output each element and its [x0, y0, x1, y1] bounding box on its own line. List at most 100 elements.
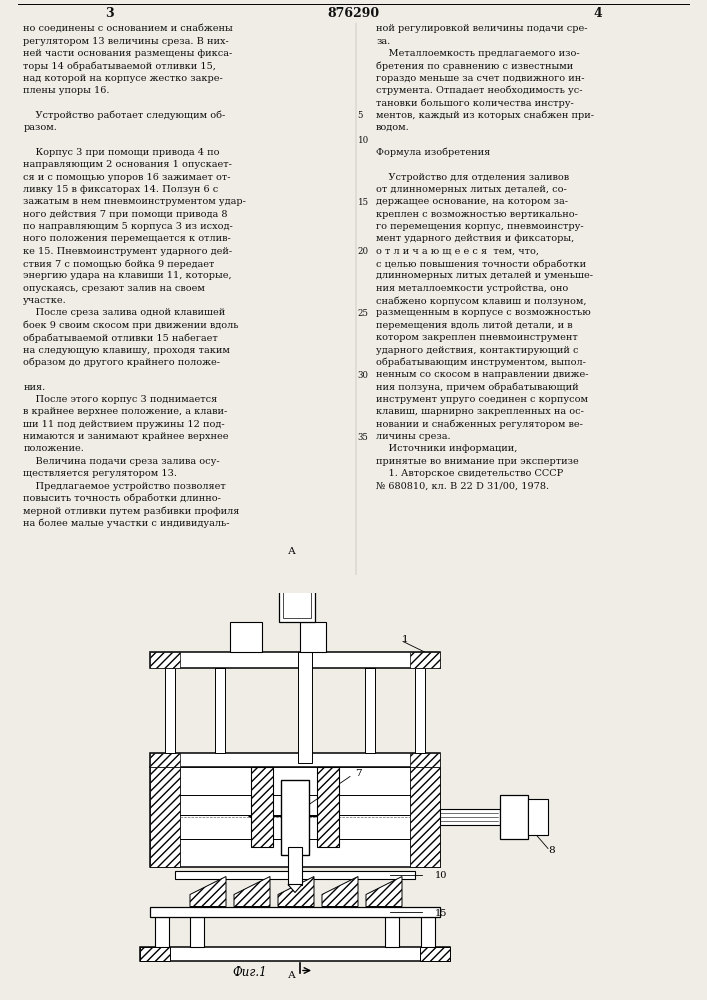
- Text: ши 11 под действием пружины 12 под-: ши 11 под действием пружины 12 под-: [23, 420, 225, 429]
- Text: Корпус 3 при помощи привода 4 по: Корпус 3 при помощи привода 4 по: [23, 148, 220, 157]
- Text: водом.: водом.: [376, 123, 410, 132]
- Text: за.: за.: [376, 37, 390, 46]
- Polygon shape: [278, 876, 314, 906]
- Text: принятые во внимание при экспертизе: принятые во внимание при экспертизе: [376, 457, 579, 466]
- Bar: [230, 621, 262, 652]
- Text: струмента. Отпадает необходимость ус-: струмента. Отпадает необходимость ус-: [376, 86, 583, 95]
- Bar: [175, 870, 415, 878]
- Polygon shape: [234, 876, 270, 906]
- Text: 15: 15: [358, 198, 369, 207]
- Text: Устройство для отделения заливов: Устройство для отделения заливов: [376, 172, 569, 182]
- Text: Металлоемкость предлагаемого изо-: Металлоемкость предлагаемого изо-: [376, 49, 580, 58]
- Text: 25: 25: [358, 309, 369, 318]
- Bar: [251, 766, 273, 846]
- Text: тановки большого количества инстру-: тановки большого количества инстру-: [376, 98, 574, 108]
- Polygon shape: [190, 876, 226, 906]
- Text: ся и с помощью упоров 16 зажимает от-: ся и с помощью упоров 16 зажимает от-: [23, 172, 230, 182]
- Bar: [420, 946, 450, 960]
- Polygon shape: [322, 876, 358, 906]
- Bar: [410, 766, 440, 866]
- Text: ней части основания размещены фикса-: ней части основания размещены фикса-: [23, 49, 233, 58]
- Bar: [528, 798, 548, 834]
- Bar: [150, 906, 440, 916]
- Text: направляющим 2 основания 1 опускает-: направляющим 2 основания 1 опускает-: [23, 160, 232, 169]
- Text: 4: 4: [593, 7, 602, 20]
- Text: над которой на корпусе жестко закре-: над которой на корпусе жестко закре-: [23, 74, 223, 83]
- Text: держащее основание, на котором за-: держащее основание, на котором за-: [376, 197, 568, 206]
- Text: 5: 5: [358, 111, 363, 120]
- Text: 10: 10: [358, 136, 369, 145]
- Text: снабжено корпусом клавиш и ползуном,: снабжено корпусом клавиш и ползуном,: [376, 296, 587, 306]
- Text: ния.: ния.: [23, 383, 45, 392]
- Text: по направляющим 5 корпуса 3 из исход-: по направляющим 5 корпуса 3 из исход-: [23, 222, 233, 231]
- Text: клавиш, шарнирно закрепленных на ос-: клавиш, шарнирно закрепленных на ос-: [376, 407, 584, 416]
- Text: опускаясь, срезают залив на своем: опускаясь, срезают залив на своем: [23, 284, 205, 293]
- Bar: [150, 652, 180, 668]
- Bar: [421, 916, 435, 946]
- Text: торы 14 обрабатываемой отливки 15,: торы 14 обрабатываемой отливки 15,: [23, 61, 216, 71]
- Text: После среза залива одной клавишей: После среза залива одной клавишей: [23, 308, 226, 317]
- Text: образом до другого крайнего положе-: образом до другого крайнего положе-: [23, 358, 221, 367]
- Text: на следующую клавишу, проходя таким: на следующую клавишу, проходя таким: [23, 346, 230, 355]
- Text: гораздо меньше за счет подвижного ин-: гораздо меньше за счет подвижного ин-: [376, 74, 585, 83]
- Text: в крайнее верхнее положение, а клави-: в крайнее верхнее положение, а клави-: [23, 407, 228, 416]
- Bar: [317, 766, 339, 846]
- Bar: [298, 652, 312, 762]
- Text: личины среза.: личины среза.: [376, 432, 451, 441]
- Text: мерной отливки путем разбивки профиля: мерной отливки путем разбивки профиля: [23, 506, 240, 516]
- Bar: [150, 752, 440, 766]
- Bar: [140, 946, 170, 960]
- Text: ной регулировкой величины подачи сре-: ной регулировкой величины подачи сре-: [376, 24, 588, 33]
- Text: на более малые участки с индивидуаль-: на более малые участки с индивидуаль-: [23, 519, 230, 528]
- Bar: [150, 766, 440, 866]
- Text: ствия 7 с помощью бойка 9 передает: ствия 7 с помощью бойка 9 передает: [23, 259, 215, 269]
- Text: положение.: положение.: [23, 444, 84, 453]
- Polygon shape: [366, 876, 402, 906]
- Bar: [300, 621, 326, 652]
- Text: Источники информации,: Источники информации,: [376, 444, 518, 453]
- Text: А: А: [288, 547, 296, 556]
- Polygon shape: [288, 884, 302, 892]
- Bar: [150, 766, 180, 866]
- Text: боек 9 своим скосом при движении вдоль: боек 9 своим скосом при движении вдоль: [23, 321, 239, 330]
- Text: размещенным в корпусе с возможностью: размещенным в корпусе с возможностью: [376, 308, 591, 317]
- Bar: [279, 572, 315, 621]
- Text: го перемещения корпус, пневмоинстру-: го перемещения корпус, пневмоинстру-: [376, 222, 584, 231]
- Text: 1: 1: [402, 635, 409, 644]
- Text: ненным со скосом в направлении движе-: ненным со скосом в направлении движе-: [376, 370, 589, 379]
- Text: котором закреплен пневмоинструмент: котором закреплен пневмоинструмент: [376, 333, 578, 342]
- Text: 3: 3: [105, 7, 114, 20]
- Bar: [410, 652, 440, 668]
- Text: энергию удара на клавиши 11, которые,: энергию удара на клавиши 11, которые,: [23, 271, 232, 280]
- Text: обрабатываемой отливки 15 набегает: обрабатываемой отливки 15 набегает: [23, 333, 218, 343]
- Text: Предлагаемое устройство позволяет: Предлагаемое устройство позволяет: [23, 482, 226, 491]
- Text: от длинномерных литых деталей, со-: от длинномерных литых деталей, со-: [376, 185, 567, 194]
- Bar: [500, 794, 528, 838]
- Bar: [155, 916, 169, 946]
- Bar: [410, 752, 440, 766]
- Text: мент ударного действия и фиксаторы,: мент ударного действия и фиксаторы,: [376, 234, 574, 243]
- Text: ударного действия, контактирующий с: ударного действия, контактирующий с: [376, 346, 578, 355]
- Text: креплен с возможностью вертикально-: креплен с возможностью вертикально-: [376, 210, 578, 219]
- Text: 20: 20: [358, 247, 369, 256]
- Text: 7: 7: [355, 769, 361, 778]
- Text: 30: 30: [358, 371, 369, 380]
- Text: А: А: [288, 971, 296, 980]
- Text: инструмент упруго соединен с корпусом: инструмент упруго соединен с корпусом: [376, 395, 588, 404]
- Text: разом.: разом.: [23, 123, 57, 132]
- Text: ния металлоемкости устройства, оно: ния металлоемкости устройства, оно: [376, 284, 568, 293]
- Text: 8: 8: [549, 846, 555, 855]
- Text: № 680810, кл. В 22 D 31/00, 1978.: № 680810, кл. В 22 D 31/00, 1978.: [376, 482, 549, 491]
- Text: участке.: участке.: [23, 296, 67, 305]
- Text: регулятором 13 величины среза. В них-: регулятором 13 величины среза. В них-: [23, 37, 229, 46]
- Bar: [150, 652, 440, 668]
- Text: новании и снабженных регулятором ве-: новании и снабженных регулятором ве-: [376, 420, 583, 429]
- Text: нимаются и занимают крайнее верхнее: нимаются и занимают крайнее верхнее: [23, 432, 229, 441]
- Text: ния ползуна, причем обрабатывающий: ния ползуна, причем обрабатывающий: [376, 383, 579, 392]
- Bar: [283, 576, 311, 617]
- Text: перемещения вдоль литой детали, и в: перемещения вдоль литой детали, и в: [376, 321, 573, 330]
- Text: зажатым в нем пневмоинструментом удар-: зажатым в нем пневмоинструментом удар-: [23, 197, 246, 206]
- Bar: [281, 780, 309, 854]
- Bar: [215, 668, 225, 752]
- Text: 1. Авторское свидетельство СССР: 1. Авторское свидетельство СССР: [376, 469, 563, 478]
